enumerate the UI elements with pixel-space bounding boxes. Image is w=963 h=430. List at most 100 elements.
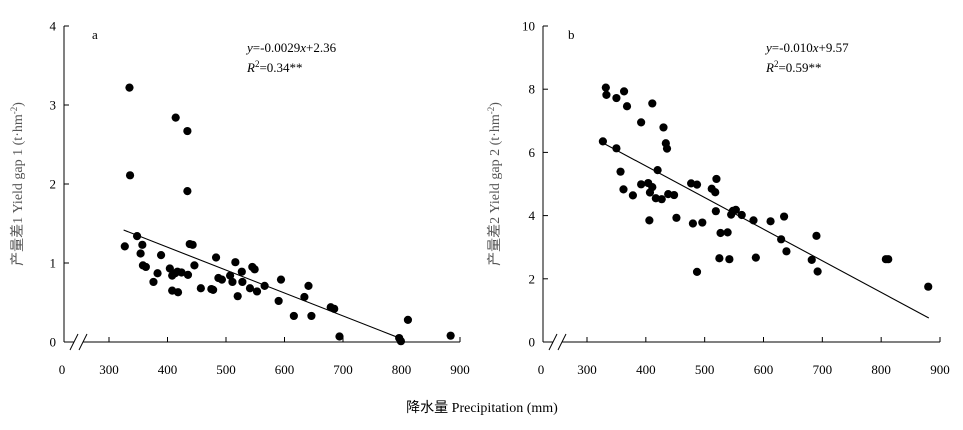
y-axis-title-unit-exponent: -2: [9, 107, 19, 115]
y-axis-title-en: Yield gap 1 (t·hm: [11, 114, 26, 217]
data-point: [183, 270, 193, 279]
data-point: [779, 212, 789, 221]
data-point: [237, 267, 246, 276]
y-tick-label: 3: [50, 98, 57, 113]
data-point: [231, 258, 240, 267]
x-tick-label: 600: [754, 362, 774, 377]
data-point: [276, 275, 286, 284]
data-point: [698, 218, 707, 227]
data-point: [228, 277, 237, 287]
x-tick-label: 800: [392, 362, 412, 377]
data-point: [446, 331, 455, 340]
data-point: [669, 190, 679, 200]
data-point: [188, 240, 197, 249]
y-axis-title-unit-exponent: -2: [486, 107, 496, 115]
data-point: [659, 123, 668, 132]
x-tick-label: 900: [930, 362, 950, 377]
r-squared-label: R2=0.59**: [765, 59, 822, 75]
data-point: [711, 207, 720, 216]
data-point: [737, 210, 746, 220]
y-axis-title-cn: 产量差1: [10, 217, 26, 266]
data-point: [125, 83, 134, 92]
equation-y-var: y: [764, 40, 772, 55]
data-point: [307, 311, 316, 321]
data-point: [330, 304, 339, 313]
data-point: [245, 284, 255, 293]
data-point: [289, 311, 298, 321]
x-tick-label: 800: [871, 362, 891, 377]
data-point: [807, 255, 816, 264]
data-point: [335, 332, 344, 341]
data-point: [924, 282, 933, 291]
data-point: [715, 254, 724, 263]
data-point: [628, 191, 637, 200]
x-tick-label: 400: [636, 362, 656, 377]
data-point: [211, 253, 221, 262]
data-point: [260, 281, 269, 291]
data-point: [141, 262, 150, 272]
data-point: [766, 217, 775, 226]
data-point: [138, 240, 147, 249]
panel-label: b: [568, 27, 575, 42]
data-point: [692, 267, 702, 276]
data-point: [177, 268, 186, 277]
equation-x-var: x: [812, 40, 819, 55]
chart-panel-a: 0 300 400 500 600 700 800 900 0 1 2 3 4 a y=-0.0029x+2…: [9, 19, 470, 378]
x-tick-label: 300: [577, 362, 597, 377]
data-point: [813, 267, 822, 276]
data-point: [884, 255, 893, 264]
data-point: [165, 264, 174, 273]
data-point: [648, 183, 657, 192]
r-squared-exponent: 2: [774, 59, 779, 69]
data-point: [711, 188, 720, 197]
x-tick-label: 500: [695, 362, 715, 377]
r-squared-value: =0.59**: [778, 60, 821, 75]
data-point: [233, 292, 242, 301]
y-axis-title-cn: 产量差2: [487, 217, 503, 266]
axis-break-mark: [69, 333, 79, 351]
data-point: [153, 269, 162, 278]
data-point: [225, 271, 235, 280]
data-point: [183, 126, 192, 136]
y-axis-title-en: Yield gap 2 (t·hm: [488, 114, 503, 217]
data-point: [132, 232, 142, 241]
y-tick-label: 6: [529, 145, 536, 160]
y-axis-title-close: ): [11, 102, 26, 107]
data-point: [782, 247, 791, 256]
data-point: [731, 205, 740, 215]
data-point: [209, 285, 218, 294]
y-tick-label: 0: [529, 335, 536, 350]
data-point: [751, 253, 760, 262]
x-tick-label: 500: [216, 362, 236, 377]
data-point: [637, 180, 646, 189]
data-point: [812, 231, 821, 240]
x-tick-label-origin: 0: [538, 362, 545, 377]
data-point: [645, 216, 654, 225]
data-point: [125, 171, 135, 180]
chart-panel-b: 0 300 400 500 600 700 800 900 0 2 4 6 8 10 b y=-0.010x+…: [486, 19, 950, 378]
data-point: [619, 87, 629, 96]
data-point: [601, 83, 610, 92]
r-squared-label: R2=0.34**: [246, 59, 303, 75]
data-point: [657, 195, 666, 204]
y-tick-label: 4: [50, 19, 57, 34]
data-point: [136, 249, 145, 258]
equation-intercept: +9.57: [818, 40, 849, 55]
data-point: [598, 137, 607, 146]
r-squared-exponent: 2: [255, 59, 260, 69]
data-point: [149, 277, 158, 287]
y-tick-label: 10: [522, 19, 535, 34]
data-point: [120, 242, 129, 251]
data-point: [156, 251, 166, 260]
y-tick-label: 4: [529, 208, 536, 223]
equation-x-var: x: [299, 40, 306, 55]
data-point: [672, 213, 681, 222]
x-tick-label: 400: [158, 362, 178, 377]
data-point: [712, 174, 721, 184]
data-point: [692, 180, 702, 189]
data-point: [637, 118, 646, 127]
data-point: [612, 144, 621, 153]
data-point: [183, 187, 192, 196]
data-point: [622, 102, 632, 111]
